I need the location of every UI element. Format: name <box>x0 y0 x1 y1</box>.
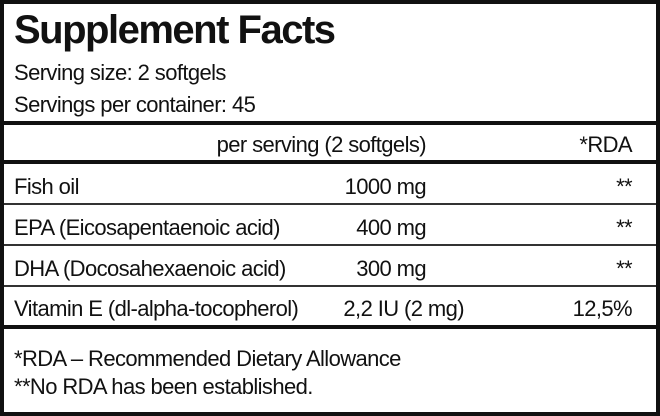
nutrient-amount: 300 mg <box>356 256 426 281</box>
divider <box>4 203 656 205</box>
nutrient-name: Vitamin E (dl-alpha-tocopherol) <box>14 296 299 321</box>
divider <box>4 121 656 125</box>
divider <box>4 244 656 246</box>
nutrient-rda: ** <box>616 256 633 281</box>
header-amount: per serving (2 softgels) <box>216 132 427 157</box>
nutrient-rda: ** <box>616 174 633 199</box>
footnote-rda: *RDA – Recommended Dietary Allowance <box>14 346 401 371</box>
nutrient-rda: ** <box>616 215 633 240</box>
nutrient-amount: 1000 mg <box>344 174 427 199</box>
servings-per-container: Servings per container: 45 <box>14 92 256 117</box>
nutrient-amount: 2,2 IU (2 mg) <box>343 296 464 321</box>
footnote-no-rda: **No RDA has been established. <box>14 374 313 399</box>
nutrient-name: DHA (Docosahexaenoic acid) <box>14 256 286 281</box>
divider <box>4 325 656 329</box>
label-title: Supplement Facts <box>14 8 336 52</box>
nutrient-rda: 12,5% <box>572 296 633 321</box>
nutrient-name: Fish oil <box>14 174 79 199</box>
nutrient-amount: 400 mg <box>356 215 426 240</box>
header-rda: *RDA <box>579 132 632 157</box>
serving-size: Serving size: 2 softgels <box>14 60 226 85</box>
divider <box>4 160 656 164</box>
nutrient-name: EPA (Eicosapentaenoic acid) <box>14 215 280 240</box>
divider <box>4 285 656 287</box>
